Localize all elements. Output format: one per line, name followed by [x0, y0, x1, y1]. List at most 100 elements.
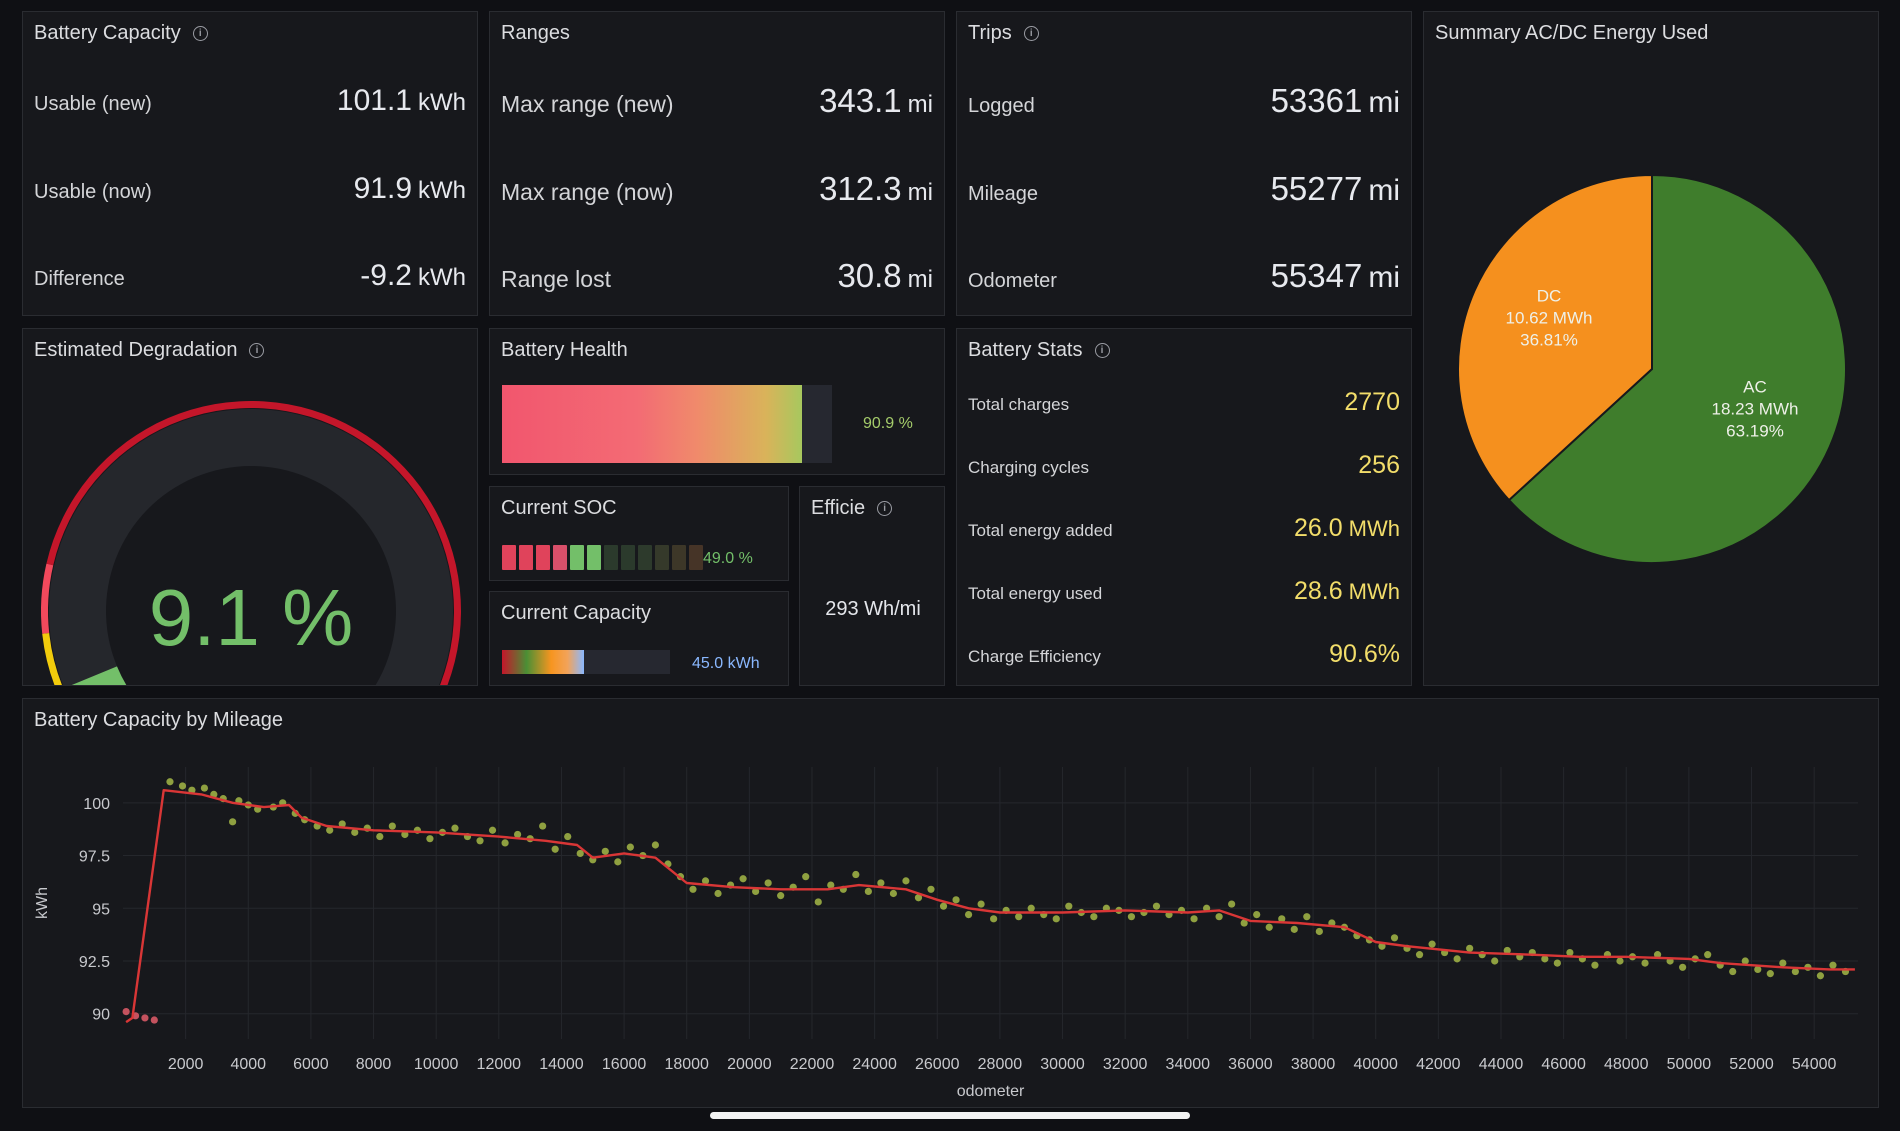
panel-title: Trips: [968, 22, 1012, 44]
mileage-row: Mileage 55277 mi: [968, 170, 1400, 207]
data-point: [1240, 919, 1248, 927]
pie-slice-ac[interactable]: [1507, 173, 1847, 564]
data-point: [614, 858, 622, 866]
soc-segment: [519, 545, 533, 570]
x-axis-label: odometer: [957, 1083, 1025, 1100]
data-point: [1190, 915, 1198, 923]
x-tick-label: 2000: [168, 1056, 204, 1073]
current-capacity-panel: Current Capacity 45.0 kWh: [489, 591, 789, 686]
soc-segment: [502, 545, 516, 570]
pie-label-percent_text: 63.19%: [1726, 421, 1784, 440]
odometer-row: Odometer 55347 mi: [968, 257, 1400, 294]
data-point: [914, 894, 923, 902]
soc-segment: [655, 545, 669, 570]
soc-segment: [638, 545, 652, 570]
panel-title: Current SOC: [501, 497, 617, 519]
data-point: [990, 915, 998, 923]
data-point: [1466, 944, 1474, 952]
data-point: [1228, 900, 1236, 908]
data-point: [1065, 902, 1073, 910]
data-point: [1491, 957, 1499, 965]
capacity-trend-line: [125, 789, 1855, 1024]
data-point: [1741, 957, 1749, 965]
x-tick-label: 44000: [1479, 1056, 1524, 1073]
x-tick-label: 4000: [230, 1056, 266, 1073]
data-point: [902, 877, 910, 885]
soc-segment: [621, 545, 635, 570]
data-point: [1015, 913, 1023, 921]
max-range-new-row: Max range (new) 343.1 mi: [501, 82, 933, 119]
data-point: [1653, 951, 1662, 959]
data-point: [1503, 946, 1511, 955]
pie-slice-dc[interactable]: [1457, 173, 1653, 502]
data-point: [964, 910, 973, 919]
data-point: [752, 887, 760, 896]
x-tick-label: 54000: [1792, 1056, 1837, 1073]
data-point: [777, 892, 785, 900]
data-point: [927, 885, 935, 893]
battery-capacity-panel: Battery Capacity i Usable (new) 101.1 kWh…: [22, 11, 478, 316]
logged-row: Logged 53361 mi: [968, 82, 1400, 119]
x-tick-label: 18000: [664, 1056, 709, 1073]
max-range-now-row: Max range (now) 312.3 mi: [501, 170, 933, 207]
data-point: [178, 782, 187, 790]
x-tick-label: 28000: [978, 1056, 1023, 1073]
data-point: [376, 832, 384, 841]
home-indicator[interactable]: [710, 1112, 1190, 1119]
data-point: [1553, 959, 1561, 967]
usable-new-row: Usable (new) 101.1 kWh: [34, 84, 466, 117]
data-point: [802, 873, 810, 881]
x-tick-label: 24000: [852, 1056, 897, 1073]
info-icon[interactable]: i: [1094, 343, 1110, 358]
data-point: [514, 830, 522, 839]
data-point: [864, 887, 872, 896]
charge-efficiency-row: Charge Efficiency 90.6%: [968, 640, 1400, 668]
ranges-panel: Ranges Max range (new) 343.1 mi Max range…: [489, 11, 945, 316]
x-tick-label: 8000: [356, 1056, 392, 1073]
x-tick-label: 50000: [1667, 1056, 1712, 1073]
x-tick-label: 32000: [1103, 1056, 1148, 1073]
soc-segment-bar: [502, 545, 703, 570]
x-tick-label: 30000: [1040, 1056, 1085, 1073]
data-point: [889, 889, 898, 898]
data-point: [476, 837, 484, 845]
soc-segment: [553, 545, 567, 570]
data-point: [1315, 927, 1323, 936]
x-tick-label: 16000: [602, 1056, 647, 1073]
soc-segment: [672, 545, 686, 570]
energy-summary-panel: Summary AC/DC Energy Used AC 18.23 MWh 63.…: [1423, 11, 1879, 686]
y-axis-label: kWh: [34, 887, 51, 919]
estimated-degradation-panel: Estimated Degradation i 9.1 %: [22, 328, 478, 686]
charging-cycles-row: Charging cycles 256: [968, 451, 1400, 479]
total-energy-used-row: Total energy used 28.6 MWh: [968, 577, 1400, 605]
data-point: [827, 881, 835, 889]
data-point: [1428, 940, 1436, 948]
health-bar-fill: [502, 385, 802, 463]
data-point: [166, 778, 174, 786]
panel-title: Estimated Degradation: [34, 339, 238, 361]
data-point: [651, 841, 660, 849]
current-soc-panel: Current SOC 49.0 %: [489, 486, 789, 581]
y-tick-label: 90: [92, 1007, 110, 1024]
capacity-scatter-chart: 2000 4000 6000 8000 10000 12000 14000 16000 1800…: [34, 767, 1858, 1100]
info-icon[interactable]: i: [249, 343, 265, 358]
panel-title: Current Capacity: [501, 602, 652, 624]
y-tick-label: 100: [83, 796, 110, 813]
gauge-threshold-band: [42, 632, 63, 685]
data-point: [939, 902, 948, 910]
capacity-bar-track: [502, 650, 670, 674]
data-point: [501, 839, 509, 847]
info-icon[interactable]: i: [192, 26, 208, 41]
data-point: [1779, 959, 1787, 967]
data-point: [1390, 934, 1399, 942]
data-point: [701, 877, 710, 885]
data-point: [551, 845, 559, 853]
info-icon[interactable]: i: [877, 501, 893, 516]
data-point: [1090, 913, 1098, 921]
data-point: [564, 832, 572, 841]
data-point: [1265, 923, 1273, 931]
battery-stats-panel: Battery Stats i Total charges 2770 Charg…: [956, 328, 1412, 686]
gauge-track: [49, 409, 453, 685]
info-icon[interactable]: i: [1023, 26, 1039, 41]
x-tick-label: 6000: [293, 1056, 329, 1073]
